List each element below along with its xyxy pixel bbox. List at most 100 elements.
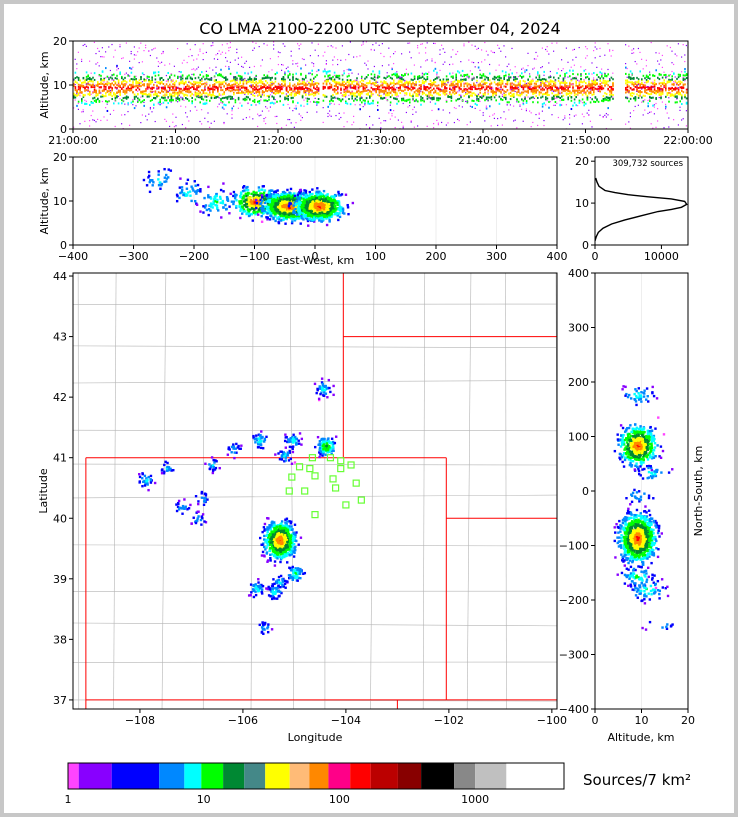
time-altitude-cell [495, 90, 497, 92]
time-altitude-cell [397, 80, 400, 83]
time-altitude-cell [373, 78, 376, 81]
time-altitude-cell [87, 82, 89, 84]
time-altitude-cell [349, 68, 352, 71]
time-altitude-cell [626, 88, 629, 91]
time-altitude-cell [660, 95, 662, 97]
east-west-cell [258, 210, 261, 213]
time-altitude-cell [346, 84, 349, 87]
time-altitude-cell [543, 84, 545, 87]
time-altitude-cell [644, 86, 646, 89]
time-altitude-cell [236, 88, 238, 91]
time-altitude-cell [255, 74, 257, 77]
time-altitude-cell [130, 71, 133, 74]
time-altitude-cell [396, 71, 398, 73]
time-altitude-cell [485, 50, 487, 52]
time-altitude-cell [511, 82, 513, 85]
time-altitude-cell [586, 94, 589, 97]
time-altitude-cell [169, 125, 171, 128]
time-altitude-cell [437, 124, 439, 126]
time-altitude-cell [132, 81, 134, 84]
time-altitude-cell [172, 86, 174, 89]
time-altitude-cell [276, 71, 278, 74]
time-altitude-cell [393, 53, 395, 55]
time-altitude-cell [594, 57, 596, 59]
time-altitude-cell [682, 78, 685, 81]
time-altitude-cell [433, 127, 435, 129]
time-altitude-cell [186, 61, 188, 64]
time-altitude-cell [554, 80, 556, 82]
time-altitude-cell [397, 75, 400, 78]
time-altitude-cell [370, 77, 373, 80]
time-altitude-cell [191, 55, 193, 57]
time-altitude-cell [84, 99, 86, 101]
time-altitude-cell [220, 74, 222, 77]
time-altitude-cell [513, 94, 515, 97]
time-altitude-cell [543, 88, 545, 91]
time-altitude-cell [356, 91, 358, 94]
time-altitude-cell [337, 90, 339, 92]
east-west-cell [273, 210, 277, 214]
time-altitude-cell [524, 98, 526, 101]
time-altitude-cell [591, 126, 593, 128]
time-altitude-cell [517, 83, 520, 86]
time-altitude-cell [345, 90, 347, 92]
time-altitude-cell [154, 47, 156, 49]
time-altitude-cell [106, 75, 109, 78]
time-altitude-cell [682, 118, 684, 120]
time-altitude-cell [135, 95, 137, 98]
time-altitude-cell [650, 92, 653, 95]
time-altitude-cell [351, 81, 353, 84]
time-altitude-cell [375, 90, 377, 93]
time-altitude-cell [589, 83, 592, 86]
time-altitude-cell [572, 49, 574, 51]
time-altitude-cell [301, 86, 304, 89]
time-altitude-cell [460, 61, 462, 63]
time-altitude-cell [626, 81, 629, 84]
time-altitude-cell [479, 69, 481, 71]
time-altitude-cell [183, 99, 185, 101]
time-altitude-cell [431, 96, 433, 99]
time-altitude-cell [442, 82, 445, 85]
time-altitude-cell [218, 97, 220, 99]
time-altitude-cell [573, 48, 575, 51]
time-altitude-cell [137, 84, 139, 87]
time-altitude-cell [196, 109, 198, 111]
time-altitude-cell [220, 53, 222, 55]
time-altitude-cell [105, 83, 107, 86]
time-altitude-cell [132, 66, 134, 68]
time-altitude-cell [553, 76, 555, 79]
time-altitude-cell [609, 89, 611, 92]
time-altitude-cell [141, 83, 144, 86]
time-altitude-cell [682, 83, 685, 86]
time-altitude-cell [449, 112, 451, 114]
time-altitude-cell [628, 100, 630, 103]
time-altitude-cell [503, 92, 505, 95]
time-altitude-cell [258, 79, 261, 82]
time-altitude-cell [402, 84, 405, 87]
time-altitude-cell [269, 78, 272, 81]
east-west-cell [217, 209, 220, 212]
time-altitude-cell [335, 83, 337, 86]
time-altitude-cell [164, 85, 166, 88]
time-altitude-cell [130, 87, 133, 90]
time-altitude-cell [210, 78, 213, 81]
time-altitude-cell [463, 94, 465, 97]
east-west-cell [215, 193, 218, 196]
time-altitude-cell [330, 45, 332, 47]
time-altitude-cell [340, 59, 342, 61]
time-altitude-cell [681, 86, 683, 89]
time-altitude-cell [529, 110, 531, 112]
time-altitude-cell [564, 75, 566, 78]
time-altitude-cell [364, 87, 366, 90]
time-altitude-cell [677, 87, 679, 89]
time-altitude-cell [377, 81, 379, 83]
time-altitude-cell [365, 124, 367, 126]
time-altitude-cell [337, 86, 339, 89]
time-altitude-cell [87, 83, 89, 86]
east-west-cell [160, 182, 164, 186]
time-altitude-cell [205, 95, 208, 98]
time-altitude-cell [649, 77, 651, 80]
time-altitude-cell [365, 89, 368, 92]
time-altitude-cell [426, 72, 429, 75]
time-altitude-cell [450, 96, 453, 99]
